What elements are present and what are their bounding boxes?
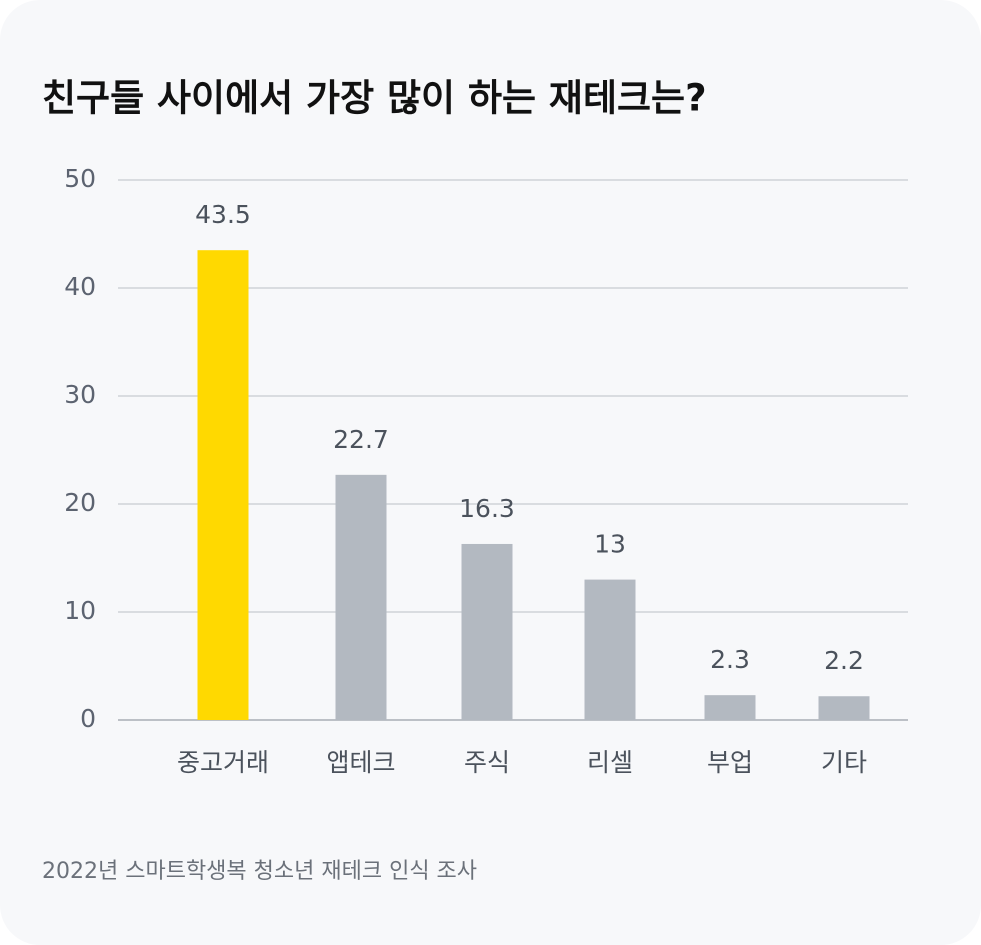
y-tick-label: 50	[64, 164, 96, 193]
x-tick-label: 부업	[707, 748, 753, 777]
bar	[197, 250, 249, 720]
value-label: 13	[594, 530, 626, 559]
bar	[461, 543, 513, 720]
chart-title: 친구들 사이에서 가장 많이 하는 재테크는?	[42, 77, 707, 120]
value-label: 43.5	[195, 200, 251, 229]
x-tick-label: 리셀	[587, 748, 633, 777]
y-tick-label: 10	[64, 596, 96, 625]
x-tick-label: 기타	[821, 748, 867, 777]
x-tick-label: 앱테크	[326, 748, 395, 777]
bar	[704, 695, 756, 720]
source-note: 2022년 스마트학생복 청소년 재테크 인식 조사	[42, 859, 477, 884]
x-tick-label: 중고거래	[177, 748, 269, 777]
bar	[818, 696, 870, 720]
y-tick-label: 20	[64, 488, 96, 517]
y-tick-label: 30	[64, 380, 96, 409]
value-label: 16.3	[459, 494, 515, 523]
value-label: 22.7	[333, 425, 389, 454]
y-tick-label: 0	[80, 704, 96, 733]
x-tick-label: 주식	[464, 748, 510, 777]
bar	[335, 474, 387, 720]
bar	[584, 579, 636, 720]
y-tick-label: 40	[64, 272, 96, 301]
value-label: 2.3	[710, 645, 750, 674]
value-label: 2.2	[824, 646, 864, 675]
